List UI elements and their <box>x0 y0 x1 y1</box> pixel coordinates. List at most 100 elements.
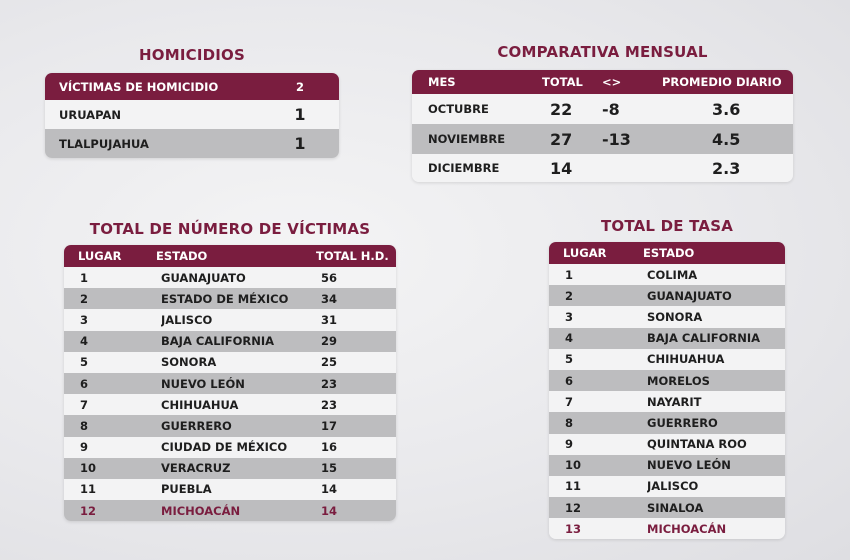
comparativa-header-total: TOTAL <box>542 75 583 89</box>
comparativa-row-promedio: 3.6 <box>712 99 741 119</box>
victimas-row-estado: BAJA CALIFORNIA <box>161 334 275 349</box>
victimas-row: 11 PUEBLA 14 <box>64 478 396 501</box>
victimas-row-total: 56 <box>321 270 338 285</box>
victimas-row-total: 29 <box>321 334 338 349</box>
victimas-row-total: 16 <box>321 440 338 455</box>
tasa-row-estado: GUERRERO <box>647 415 718 430</box>
tasa-row-lugar: 13 <box>565 521 582 536</box>
victimas-row-lugar: 2 <box>80 291 89 306</box>
tasa-row-lugar: 9 <box>565 437 574 452</box>
tasa-row: 9 QUINTANA ROO <box>549 433 785 455</box>
victimas-row-total: 31 <box>321 312 338 327</box>
victimas-row-lugar: 6 <box>80 376 89 391</box>
victimas-header-lugar: LUGAR <box>78 249 122 263</box>
tasa-row: 2 GUANAJUATO <box>549 285 785 307</box>
homicidios-header-label: VÍCTIMAS DE HOMICIDIO <box>59 79 219 94</box>
homicidios-row: URUAPAN 1 <box>45 100 339 129</box>
tasa-row: 4 BAJA CALIFORNIA <box>549 327 785 349</box>
tasa-row-estado: SINALOA <box>647 500 704 515</box>
homicidios-row-value: 1 <box>294 105 306 124</box>
victimas-row: 6 NUEVO LEÓN 23 <box>64 372 396 395</box>
tasa-row-estado: JALISCO <box>647 479 699 494</box>
tasa-title: TOTAL DE TASA <box>600 217 734 235</box>
victimas-row: 4 BAJA CALIFORNIA 29 <box>64 330 396 352</box>
tasa-row-lugar: 7 <box>565 394 574 409</box>
tasa-row-estado: MORELOS <box>647 373 710 388</box>
tasa-row-lugar: 10 <box>565 458 582 473</box>
victimas-row-lugar: 5 <box>80 355 89 370</box>
victimas-row-total: 25 <box>321 355 338 370</box>
victimas-row-estado: SONORA <box>161 355 217 370</box>
victimas-row-estado: GUANAJUATO <box>161 270 246 285</box>
comparativa-row-total: 22 <box>550 99 573 119</box>
comparativa-row-diff: -8 <box>602 99 620 119</box>
homicidios-table: VÍCTIMAS DE HOMICIDIO 2 URUAPAN 1 TLALPU… <box>45 73 339 158</box>
comparativa-row-mes: DICIEMBRE <box>428 161 500 175</box>
homicidios-header: VÍCTIMAS DE HOMICIDIO 2 <box>45 73 339 100</box>
victimas-row: 1 GUANAJUATO 56 <box>64 267 396 289</box>
victimas-row-estado: JALISCO <box>161 312 213 327</box>
victimas-row-total: 15 <box>321 461 338 476</box>
victimas-row-lugar: 3 <box>80 312 89 327</box>
victimas-row-estado: MICHOACÁN <box>161 503 241 518</box>
tasa-row-lugar: 4 <box>565 331 574 346</box>
tasa-row: 6 MORELOS <box>549 369 785 392</box>
victimas-row-lugar: 1 <box>80 270 89 285</box>
victimas-row-estado: PUEBLA <box>161 482 212 497</box>
victimas-table: LUGAR ESTADO TOTAL H.D. 1 GUANAJUATO 56 2 ES… <box>64 245 396 522</box>
tasa-row-lugar: 12 <box>565 500 582 515</box>
tasa-row: 1 COLIMA <box>549 264 785 286</box>
tasa-header: LUGAR ESTADO <box>549 242 785 264</box>
tasa-row-estado: COLIMA <box>647 267 698 282</box>
comparativa-row: DICIEMBRE 14 2.3 <box>412 154 793 182</box>
tasa-row: 3 SONORA <box>549 306 785 328</box>
comparativa-row-diff: -13 <box>602 129 631 149</box>
tasa-row-estado: QUINTANA ROO <box>647 437 747 452</box>
tasa-row-lugar: 2 <box>565 288 574 303</box>
tasa-row-estado: NAYARIT <box>647 394 702 409</box>
tasa-row: 12 SINALOA <box>549 497 785 519</box>
comparativa-header-promedio: PROMEDIO DIARIO <box>662 75 782 89</box>
homicidios-row-name: TLALPUJAHUA <box>59 136 149 151</box>
comparativa-row-mes: NOVIEMBRE <box>428 132 506 146</box>
victimas-row-total: 14 <box>321 482 338 497</box>
comparativa-row-total: 14 <box>550 158 573 178</box>
tasa-row-lugar: 11 <box>565 479 582 494</box>
tasa-row-lugar: 8 <box>565 415 574 430</box>
comparativa-row-promedio: 4.5 <box>712 129 741 149</box>
victimas-row-estado: CIUDAD DE MÉXICO <box>161 440 288 455</box>
victimas-row-total: 14 <box>321 503 338 518</box>
victimas-row: 12 MICHOACÁN 14 <box>64 500 396 522</box>
comparativa-header: MES TOTAL <> PROMEDIO DIARIO <box>412 70 793 94</box>
victimas-row-lugar: 10 <box>80 461 97 476</box>
victimas-row: 10 VERACRUZ 15 <box>64 457 396 479</box>
tasa-row-lugar: 5 <box>565 352 574 367</box>
tasa-header-estado: ESTADO <box>643 246 695 260</box>
comparativa-title: COMPARATIVA MENSUAL <box>497 43 708 61</box>
tasa-header-lugar: LUGAR <box>563 246 607 260</box>
tasa-row-estado: SONORA <box>647 309 703 324</box>
victimas-row-lugar: 12 <box>80 503 97 518</box>
tasa-row: 7 NAYARIT <box>549 391 785 413</box>
homicidios-title: HOMICIDIOS <box>139 46 245 64</box>
comparativa-table: MES TOTAL <> PROMEDIO DIARIO OCTUBRE 22 … <box>412 70 793 182</box>
victimas-row-total: 23 <box>321 376 338 391</box>
victimas-row: 5 SONORA 25 <box>64 351 396 373</box>
victimas-row-lugar: 8 <box>80 418 89 433</box>
victimas-row: 3 JALISCO 31 <box>64 309 396 331</box>
tasa-row: 5 CHIHUAHUA <box>549 348 785 370</box>
victimas-row-estado: GUERRERO <box>161 418 232 433</box>
tasa-row: 11 JALISCO <box>549 475 785 498</box>
victimas-row: 9 CIUDAD DE MÉXICO 16 <box>64 436 396 458</box>
tasa-row-estado: BAJA CALIFORNIA <box>647 331 761 346</box>
tasa-row-estado: GUANAJUATO <box>647 288 732 303</box>
victimas-row: 2 ESTADO DE MÉXICO 34 <box>64 288 396 310</box>
tasa-row-lugar: 1 <box>565 267 574 282</box>
victimas-row-lugar: 9 <box>80 440 89 455</box>
homicidios-row: TLALPUJAHUA 1 <box>45 129 339 158</box>
tasa-row-lugar: 6 <box>565 373 574 388</box>
victimas-row-estado: NUEVO LEÓN <box>161 376 245 391</box>
comparativa-row-mes: OCTUBRE <box>428 102 489 116</box>
victimas-header-estado: ESTADO <box>156 249 208 263</box>
comparativa-row-promedio: 2.3 <box>712 158 741 178</box>
